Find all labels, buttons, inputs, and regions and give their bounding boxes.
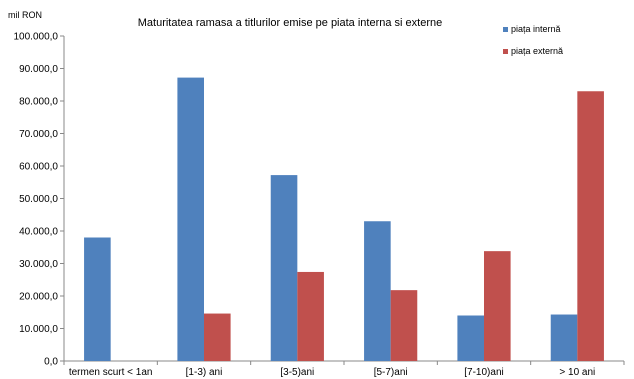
y-axis: 0,0 10.000,0 20.000,0 30.000,0 40.000,0 50.00… — [14, 32, 65, 368]
x-axis: termen scurt < 1an [1-3) ani [3-5)ani [5-7)… — [63, 360, 625, 378]
legend-label: piața externă — [511, 46, 563, 56]
y-tick-label: 60.000,0 — [19, 162, 58, 173]
x-tick-label: [7-10)ani — [464, 367, 503, 378]
x-tick-label: > 10 ani — [559, 367, 595, 378]
bar-externa — [577, 91, 604, 361]
bar-externa — [484, 251, 511, 361]
x-tick-label: [1-3) ani — [186, 367, 223, 378]
x-tick-label: [5-7)ani — [374, 367, 408, 378]
legend-swatch — [503, 27, 508, 32]
bar-externa — [297, 271, 324, 361]
y-tick-label: 70.000,0 — [19, 129, 58, 140]
bar-interna — [364, 221, 391, 361]
y-tick-label: 90.000,0 — [19, 64, 58, 75]
bars — [84, 77, 604, 361]
chart-title: Maturitatea ramasa a titlurilor emise pe… — [138, 17, 442, 29]
y-tick-label: 20.000,0 — [19, 292, 58, 303]
x-tick-label: [3-5)ani — [280, 367, 314, 378]
y-tick-label: 50.000,0 — [19, 194, 58, 205]
bar-externa — [390, 290, 418, 361]
legend: piața internă piața externă — [503, 24, 563, 56]
legend-label: piața internă — [511, 24, 561, 34]
bar-interna — [550, 314, 578, 361]
y-tick-label: 100.000,0 — [14, 32, 59, 43]
bar-interna — [270, 175, 298, 361]
x-tick-label: termen scurt < 1an — [69, 367, 153, 378]
y-tick-label: 80.000,0 — [19, 97, 58, 108]
bar-interna — [177, 77, 204, 361]
bar-externa — [204, 313, 231, 361]
bar-interna — [457, 315, 484, 361]
y-tick-label: 10.000,0 — [19, 324, 58, 335]
bar-interna — [84, 237, 111, 361]
legend-swatch — [503, 49, 508, 54]
y-tick-label: 0,0 — [44, 357, 58, 368]
y-tick-label: 40.000,0 — [19, 227, 58, 238]
unit-label: mil RON — [8, 10, 42, 20]
y-tick-label: 30.000,0 — [19, 259, 58, 270]
